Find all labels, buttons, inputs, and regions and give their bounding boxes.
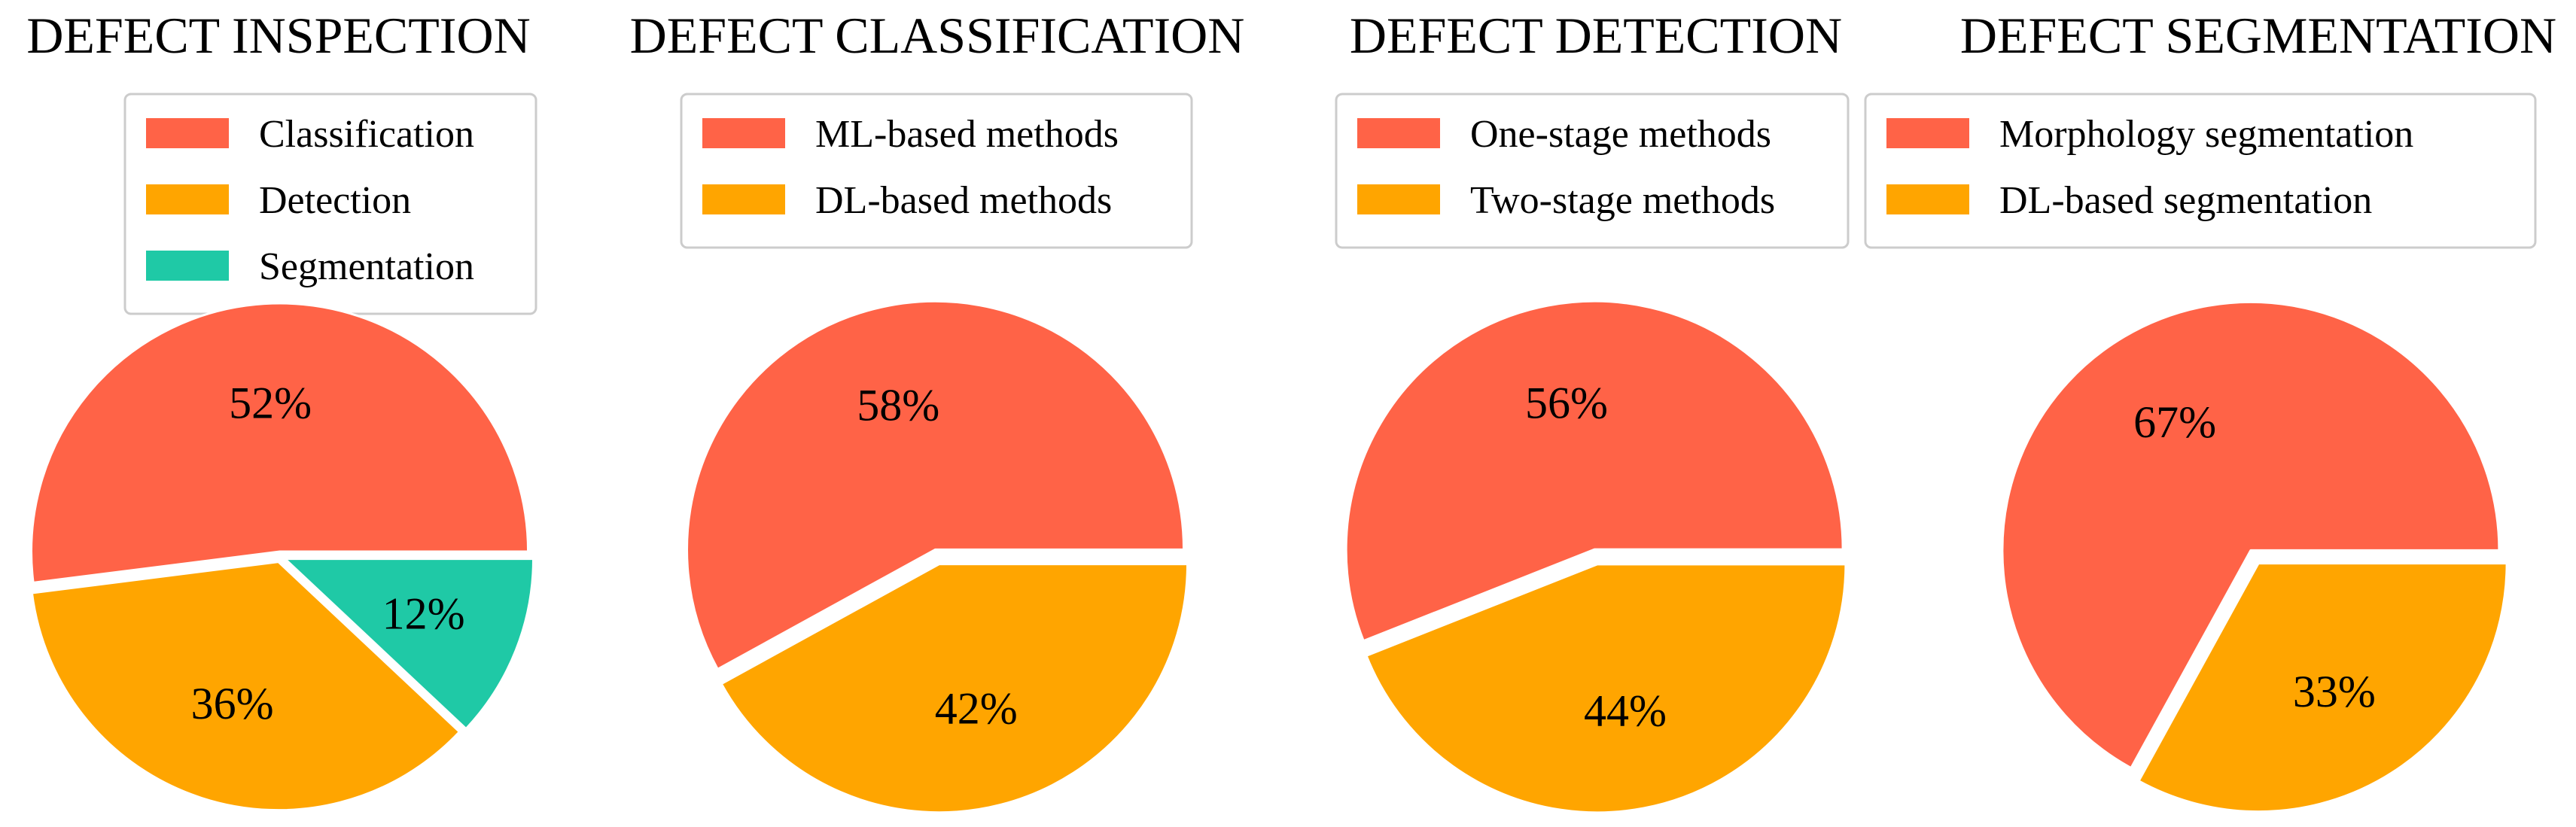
pie-slice [30,302,530,584]
slice-label: 58% [857,381,939,430]
pie-slice [686,299,1186,670]
legend-label: Segmentation [259,245,474,288]
slice-label: 44% [1584,686,1667,735]
slice-label: 42% [935,683,1018,733]
pie-chart-4: DEFECT SEGMENTATION Morphology segmentati… [1864,7,2556,813]
legend-label: DL-based segmentation [1999,179,2372,222]
legend-box [1335,93,1850,249]
slice-label: 36% [191,679,274,728]
pie-slice [30,561,461,812]
pie-chart-3: DEFECT DETECTION One-stage methods Two-sta… [1335,7,1850,814]
legend-swatch [146,251,229,281]
legend-swatch [702,118,785,148]
legend-label: ML-based methods [815,113,1119,156]
pie-chart-2: DEFECT CLASSIFICATION ML-based methods DL-… [630,7,1245,814]
slice-label: 12% [382,588,465,638]
legend-label: DL-based methods [815,179,1112,222]
legend-swatch [146,118,229,148]
pie-slice [284,558,535,730]
legend-label: One-stage methods [1470,113,1771,156]
legend-box [680,93,1193,249]
legend-swatch [702,184,785,214]
slice-label: 33% [2293,667,2376,716]
slice-label: 52% [229,378,312,427]
pie-slice [720,563,1189,814]
pie-slice [2001,300,2501,770]
pie-chart-1: DEFECT INSPECTION Classification Detection… [26,7,537,812]
legend-swatch [1886,184,1969,214]
legend-swatch [1357,184,1440,214]
chart-title: DEFECT INSPECTION [26,7,530,64]
legend-swatch [1357,118,1440,148]
legend-label: Morphology segmentation [1999,113,2413,156]
slice-label: 56% [1525,379,1608,428]
pie-slice [1365,563,1847,814]
slice-label: 67% [2133,397,2216,447]
legend-swatch [146,184,229,214]
pie-slice [1344,299,1844,643]
legend-box [1864,93,2537,249]
chart-title: DEFECT CLASSIFICATION [630,7,1245,64]
legend-label: Detection [259,179,411,222]
legend-label: Two-stage methods [1470,179,1775,222]
legend-swatch [1886,118,1969,148]
legend-label: Classification [259,113,474,156]
chart-title: DEFECT DETECTION [1350,7,1842,64]
chart-title: DEFECT SEGMENTATION [1960,7,2556,64]
pie-slice [2137,562,2508,813]
